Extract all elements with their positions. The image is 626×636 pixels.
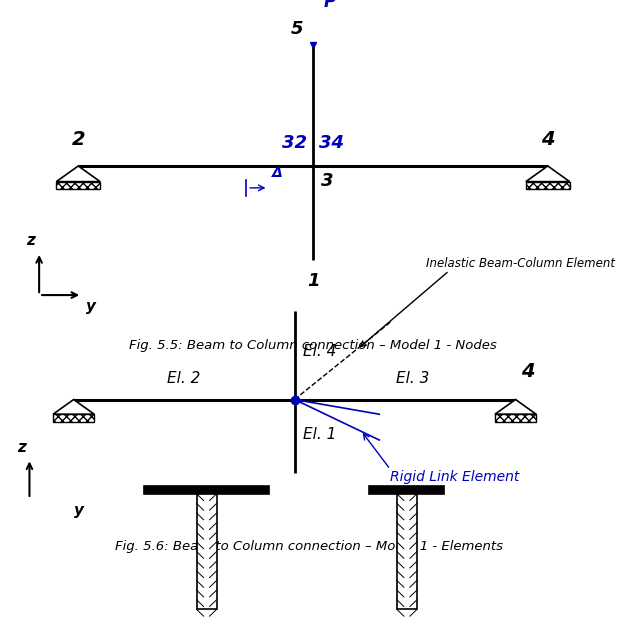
Text: El. 3: El. 3 bbox=[396, 371, 429, 386]
Text: 34: 34 bbox=[319, 134, 344, 152]
Polygon shape bbox=[495, 399, 536, 414]
Text: El. 1: El. 1 bbox=[304, 427, 337, 443]
Text: 32: 32 bbox=[282, 134, 307, 152]
Text: P: P bbox=[323, 0, 336, 11]
Text: y: y bbox=[86, 299, 96, 314]
Text: Inelastic Beam-Column Element: Inelastic Beam-Column Element bbox=[426, 257, 615, 270]
Bar bbox=[369, 486, 444, 494]
Bar bbox=[397, 494, 417, 609]
Text: z: z bbox=[17, 439, 26, 455]
Polygon shape bbox=[56, 166, 100, 182]
Polygon shape bbox=[526, 166, 570, 182]
Polygon shape bbox=[53, 399, 95, 414]
Text: El. 4: El. 4 bbox=[304, 344, 337, 359]
Text: 4: 4 bbox=[521, 362, 535, 381]
Bar bbox=[56, 182, 100, 190]
Text: 4: 4 bbox=[541, 130, 555, 149]
Bar bbox=[53, 414, 95, 422]
Bar bbox=[144, 486, 269, 494]
Text: Δ: Δ bbox=[272, 166, 283, 180]
Bar bbox=[197, 494, 217, 609]
Text: Fig. 5.5: Beam to Column connection – Model 1 - Nodes: Fig. 5.5: Beam to Column connection – Mo… bbox=[129, 340, 497, 352]
Bar bbox=[526, 182, 570, 190]
Bar bbox=[495, 414, 536, 422]
Text: Rigid Link Element: Rigid Link Element bbox=[391, 470, 520, 484]
Text: z: z bbox=[26, 233, 35, 248]
Text: El. 2: El. 2 bbox=[167, 371, 201, 386]
Text: 1: 1 bbox=[307, 272, 319, 289]
Text: Fig. 5.6: Beam to Column connection – Model 1 - Elements: Fig. 5.6: Beam to Column connection – Mo… bbox=[115, 541, 503, 553]
Text: 3: 3 bbox=[321, 172, 333, 190]
Text: y: y bbox=[74, 502, 84, 518]
Text: 2: 2 bbox=[71, 130, 85, 149]
Text: 5: 5 bbox=[290, 20, 303, 38]
